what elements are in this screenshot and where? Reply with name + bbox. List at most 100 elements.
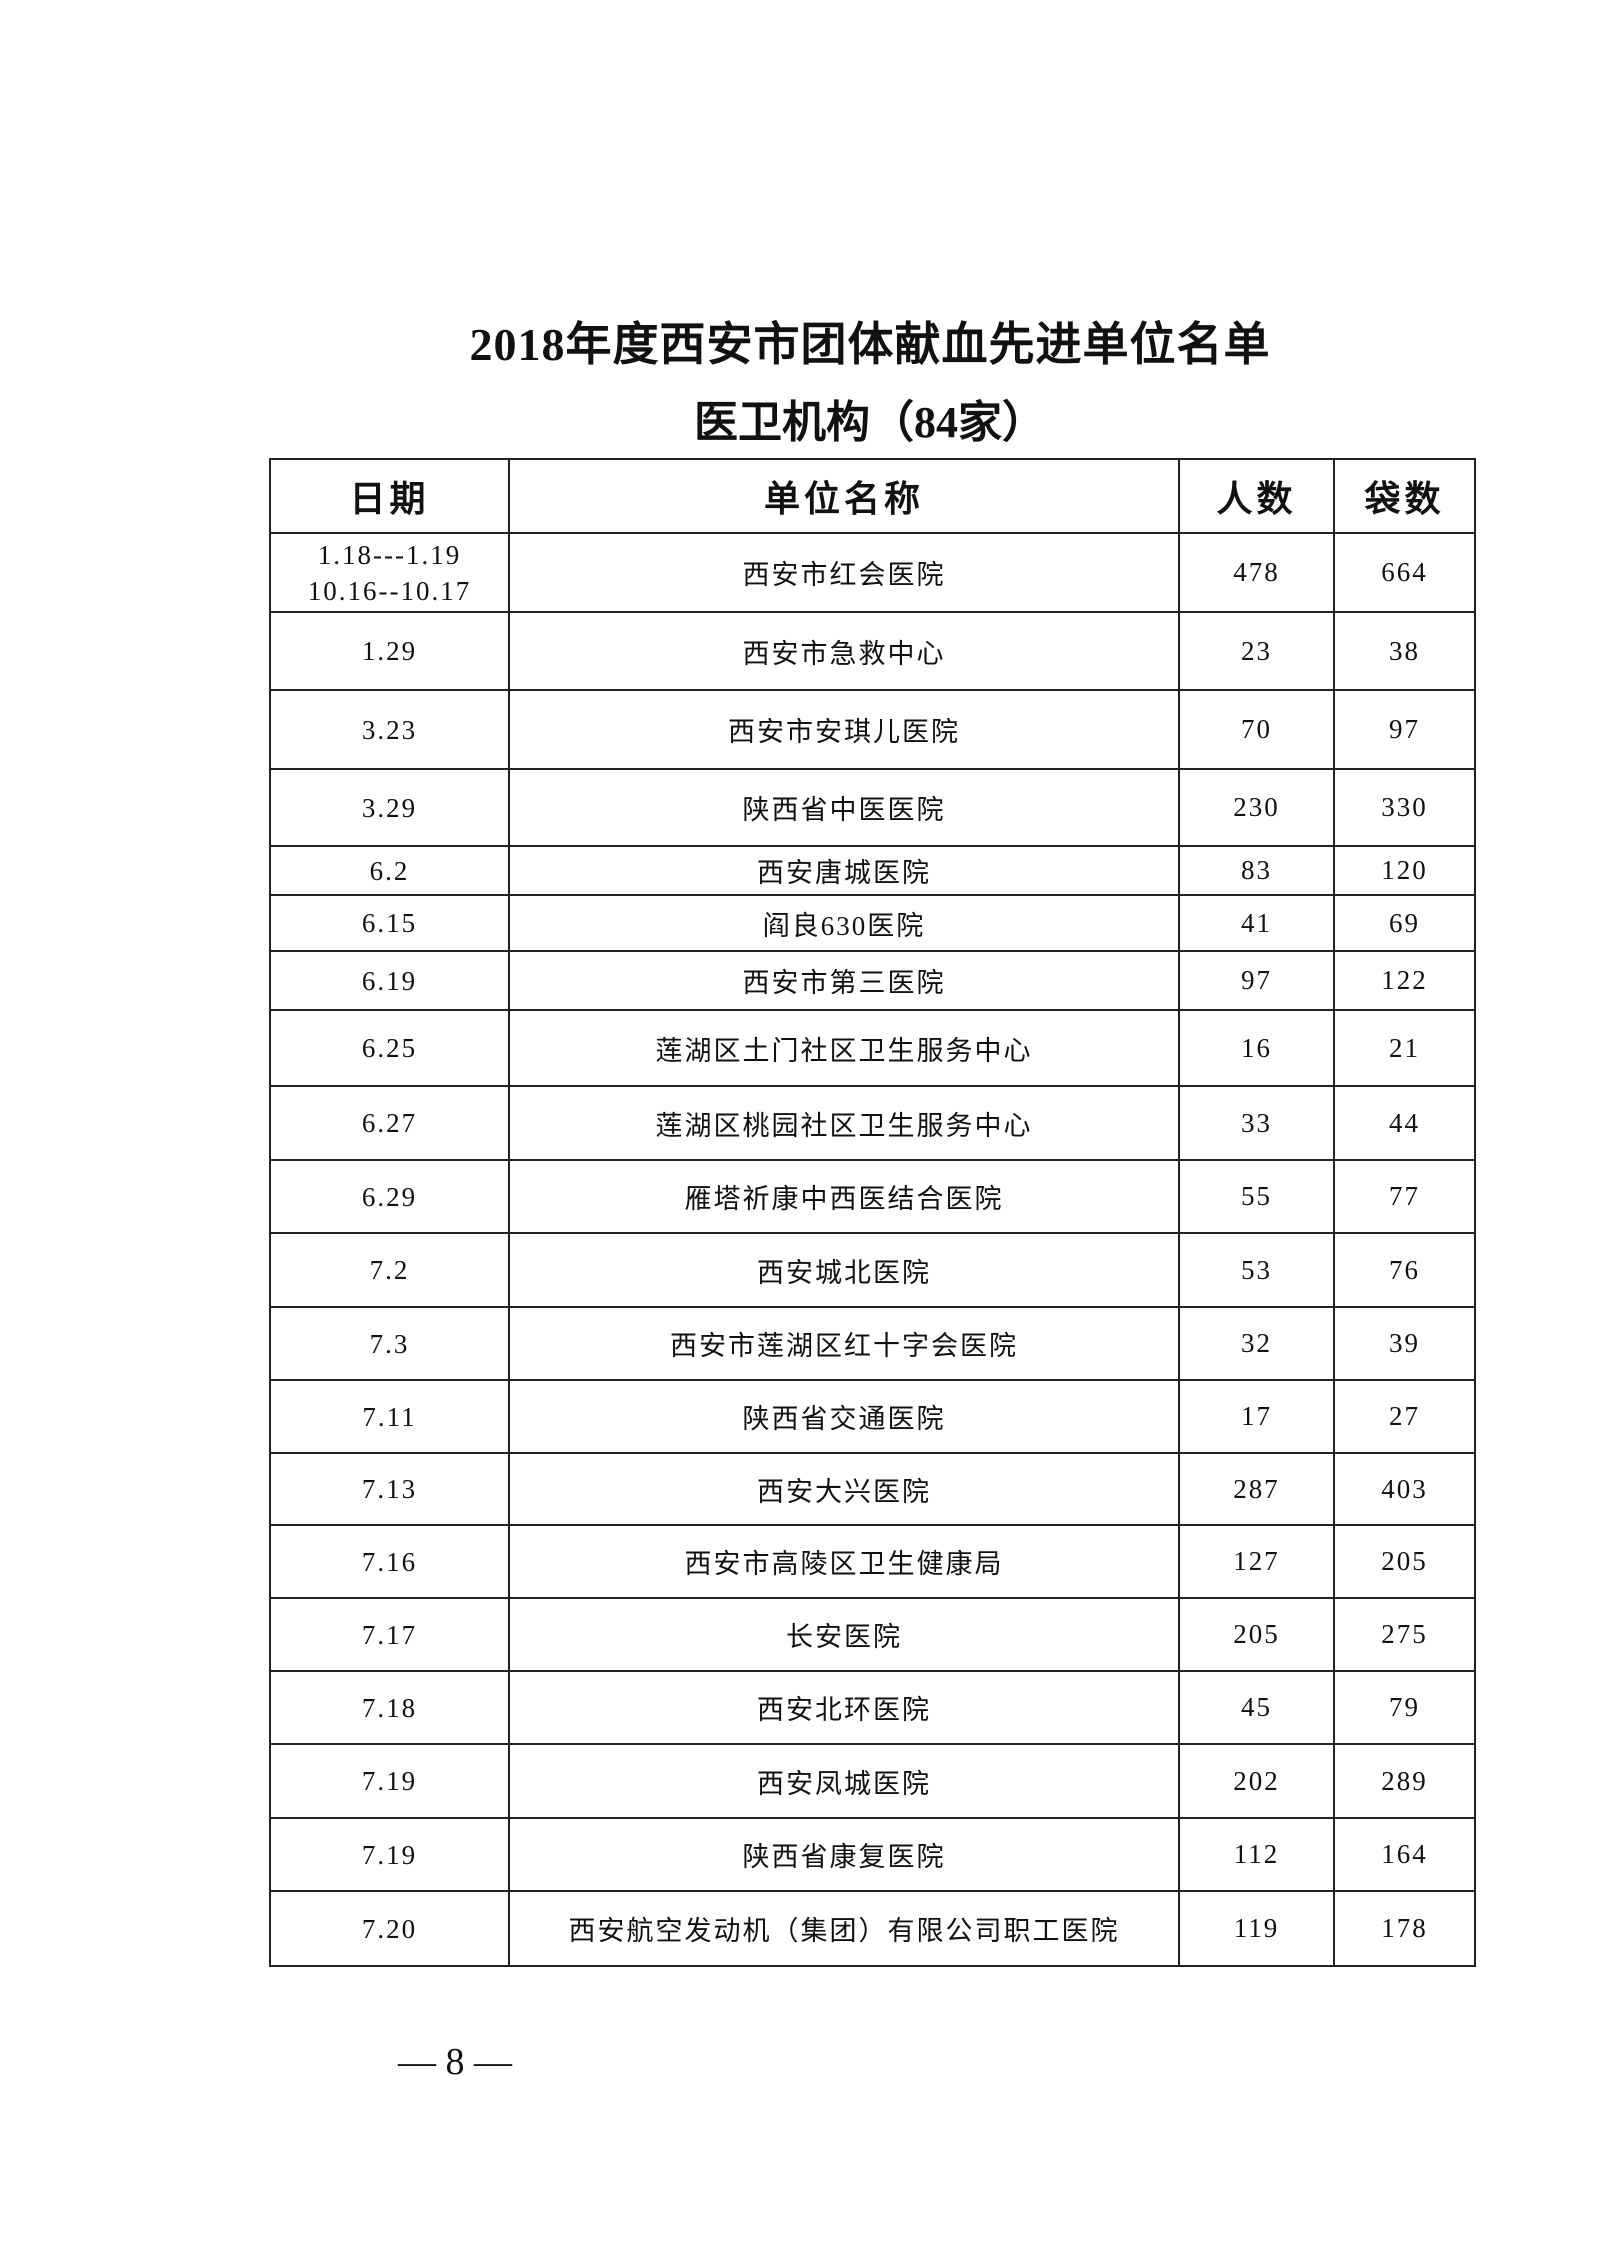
cell-people: 17 [1178,1379,1335,1454]
date-text: 6.15 [361,908,418,938]
date-text: 10.16--10.17 [307,575,472,606]
cell-people: 23 [1178,611,1335,691]
table-row: 6.27 莲湖区桃园社区卫生服务中心 33 44 [269,1085,1476,1161]
cell-bags: 76 [1333,1232,1476,1308]
cell-people: 127 [1178,1524,1335,1599]
cell-people: 41 [1178,894,1335,952]
cell-people: 45 [1178,1670,1335,1745]
table-row: 6.25 莲湖区土门社区卫生服务中心 16 21 [269,1009,1476,1087]
cell-bags: 164 [1333,1817,1476,1892]
cell-date: 7.19 [269,1817,510,1892]
table-row: 7.17 长安医院 205 275 [269,1597,1476,1672]
cell-date: 6.19 [269,950,510,1011]
cell-bags: 205 [1333,1524,1476,1599]
cell-bags: 289 [1333,1743,1476,1819]
cell-date: 3.23 [269,689,510,770]
date-text: 7.18 [361,1692,418,1723]
cell-unit-name: 西安凤城医院 [508,1743,1180,1819]
cell-bags: 330 [1333,768,1476,847]
cell-unit-name: 莲湖区桃园社区卫生服务中心 [508,1085,1180,1161]
date-text: 7.3 [369,1328,410,1359]
cell-unit-name: 陕西省康复医院 [508,1817,1180,1892]
cell-unit-name: 西安市红会医院 [508,532,1180,613]
cell-bags: 79 [1333,1670,1476,1745]
cell-unit-name: 西安市安琪儿医院 [508,689,1180,770]
cell-bags: 122 [1333,950,1476,1011]
date-text: 1.18---1.19 [317,539,462,570]
cell-unit-name: 莲湖区土门社区卫生服务中心 [508,1009,1180,1087]
cell-date: 7.2 [269,1232,510,1308]
table-row: 7.13 西安大兴医院 287 403 [269,1452,1476,1526]
cell-people: 83 [1178,845,1335,896]
cell-people: 32 [1178,1306,1335,1381]
cell-unit-name: 雁塔祈康中西医结合医院 [508,1159,1180,1234]
date-text: 6.29 [361,1181,418,1212]
cell-unit-name: 陕西省交通医院 [508,1379,1180,1454]
cell-unit-name: 西安城北医院 [508,1232,1180,1308]
cell-people: 53 [1178,1232,1335,1308]
table-row: 6.15 阎良630医院 41 69 [269,894,1476,952]
cell-unit-name: 长安医院 [508,1597,1180,1672]
date-text: 6.2 [369,855,410,886]
cell-date: 6.25 [269,1009,510,1087]
cell-unit-name: 西安市急救中心 [508,611,1180,691]
cell-date: 6.2 [269,845,510,896]
cell-date: 6.29 [269,1159,510,1234]
cell-unit-name: 西安北环医院 [508,1670,1180,1745]
table-row: 7.16 西安市高陵区卫生健康局 127 205 [269,1524,1476,1599]
cell-bags: 39 [1333,1306,1476,1381]
cell-date: 7.19 [269,1743,510,1819]
cell-date: 7.16 [269,1524,510,1599]
date-text: 7.20 [361,1913,418,1944]
header-bags: 袋数 [1333,458,1476,534]
cell-people: 70 [1178,689,1335,770]
table-row: 7.11 陕西省交通医院 17 27 [269,1379,1476,1454]
cell-people: 112 [1178,1817,1335,1892]
date-text: 1.29 [361,636,418,666]
donation-units-table: 日期 单位名称 人数 袋数 1.18---1.19 10.16--10.17 西安市… [269,458,1476,1967]
header-date: 日期 [269,458,510,534]
cell-unit-name: 西安大兴医院 [508,1452,1180,1526]
cell-people: 478 [1178,532,1335,613]
date-text: 7.19 [361,1766,418,1796]
table-row: 6.19 西安市第三医院 97 122 [269,950,1476,1011]
cell-bags: 403 [1333,1452,1476,1526]
table-row: 6.29 雁塔祈康中西医结合医院 55 77 [269,1159,1476,1234]
cell-people: 55 [1178,1159,1335,1234]
date-text: 7.13 [361,1474,418,1504]
cell-unit-name: 西安市莲湖区红十字会医院 [508,1306,1180,1381]
cell-unit-name: 西安市第三医院 [508,950,1180,1011]
cell-date: 7.17 [269,1597,510,1672]
table-row: 7.19 陕西省康复医院 112 164 [269,1817,1476,1892]
cell-bags: 178 [1333,1890,1476,1967]
cell-date: 7.18 [269,1670,510,1745]
date-text: 3.23 [361,714,418,745]
document-title: 2018年度西安市团体献血先进单位名单 [469,319,1271,370]
table-row: 7.18 西安北环医院 45 79 [269,1670,1476,1745]
cell-people: 202 [1178,1743,1335,1819]
table-row: 1.29 西安市急救中心 23 38 [269,611,1476,691]
table-row: 3.29 陕西省中医医院 230 330 [269,768,1476,847]
header-unit-name: 单位名称 [508,458,1180,534]
table-header-row: 日期 单位名称 人数 袋数 [269,458,1476,534]
date-text: 6.25 [361,1033,418,1063]
date-text: 7.17 [361,1619,418,1650]
cell-bags: 21 [1333,1009,1476,1087]
cell-date: 3.29 [269,768,510,847]
cell-date: 7.13 [269,1452,510,1526]
cell-bags: 664 [1333,532,1476,613]
cell-bags: 38 [1333,611,1476,691]
cell-date: 1.18---1.19 10.16--10.17 [269,532,510,613]
cell-people: 97 [1178,950,1335,1011]
cell-bags: 77 [1333,1159,1476,1234]
date-text: 6.27 [361,1108,418,1138]
cell-date: 7.20 [269,1890,510,1967]
cell-unit-name: 西安市高陵区卫生健康局 [508,1524,1180,1599]
cell-bags: 69 [1333,894,1476,952]
table-row: 7.20 西安航空发动机（集团）有限公司职工医院 119 178 [269,1890,1476,1967]
table-row: 7.2 西安城北医院 53 76 [269,1232,1476,1308]
date-text: 7.19 [361,1839,418,1870]
cell-bags: 44 [1333,1085,1476,1161]
cell-people: 33 [1178,1085,1335,1161]
date-text: 7.11 [362,1401,417,1432]
